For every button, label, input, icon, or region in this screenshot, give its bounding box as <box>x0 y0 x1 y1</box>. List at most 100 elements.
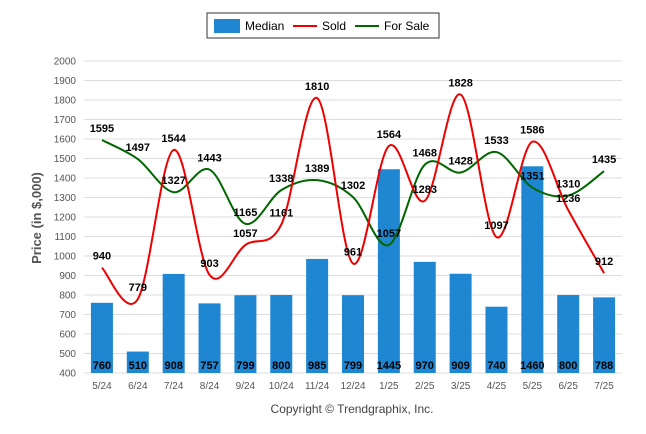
for-sale-data-label: 1310 <box>556 179 580 191</box>
x-tick-label: 5/24 <box>92 381 112 392</box>
median-bar-label: 985 <box>308 360 326 372</box>
for-sale-data-label: 1389 <box>305 163 329 175</box>
for-sale-data-label: 1595 <box>90 123 114 135</box>
y-tick-label: 900 <box>59 271 76 282</box>
x-tick-label: 12/24 <box>340 381 365 392</box>
median-bar <box>162 273 185 373</box>
sold-line <box>101 93 605 305</box>
sold-data-label: 1057 <box>233 228 257 240</box>
x-tick-label: 7/24 <box>164 381 184 392</box>
y-tick-label: 1900 <box>54 76 77 87</box>
x-tick-label: 9/24 <box>236 381 256 392</box>
median-bar-label: 908 <box>164 360 182 372</box>
sold-data-label: 940 <box>93 251 111 263</box>
y-tick-label: 2000 <box>54 57 77 68</box>
y-axis-ticks: 400 500 600 700 800 900 1000 1100 1200 1300 1400 15… <box>54 57 77 380</box>
x-tick-label: 1/25 <box>379 381 399 392</box>
legend-median-swatch <box>214 19 240 33</box>
median-bar-label: 760 <box>93 360 111 372</box>
median-bar <box>234 295 257 373</box>
y-tick-label: 1300 <box>54 193 77 204</box>
median-bar-label: 757 <box>200 360 218 372</box>
median-bar-label: 800 <box>272 360 290 372</box>
for-sale-data-label: 1302 <box>341 180 365 192</box>
median-bar <box>557 295 580 373</box>
for-sale-data-label: 1468 <box>412 148 436 160</box>
x-tick-label: 7/25 <box>594 381 614 392</box>
for-sale-data-label: 1351 <box>520 171 544 183</box>
y-tick-label: 600 <box>59 330 76 341</box>
sold-data-label: 1097 <box>484 220 508 232</box>
for-sale-data-label: 1057 <box>377 228 401 240</box>
sold-data-label: 1564 <box>377 129 402 141</box>
x-tick-label: 3/25 <box>451 381 471 392</box>
median-bar-label: 788 <box>595 360 613 372</box>
median-bars: 760 510 908 757 799 800 985 799 1445 970 909 740 146… <box>90 166 616 373</box>
sold-data-label: 961 <box>344 247 362 259</box>
median-bar-label: 909 <box>451 360 469 372</box>
x-tick-label: 4/25 <box>487 381 507 392</box>
for-sale-data-label: 1497 <box>126 142 150 154</box>
y-tick-label: 800 <box>59 291 76 302</box>
median-bar <box>342 295 364 373</box>
sold-data-label: 1810 <box>305 81 329 93</box>
y-tick-label: 1000 <box>54 252 77 263</box>
y-tick-label: 1500 <box>54 154 77 165</box>
for-sale-data-label: 1338 <box>269 173 293 185</box>
median-bar <box>126 351 149 373</box>
median-bar-label: 970 <box>416 360 434 372</box>
median-bar <box>306 258 329 373</box>
median-bar <box>593 297 616 373</box>
x-tick-label: 11/24 <box>305 381 330 392</box>
median-bar <box>377 169 400 373</box>
median-bar-label: 799 <box>236 360 254 372</box>
x-tick-label: 8/24 <box>200 381 220 392</box>
for-sale-data-label: 1533 <box>484 135 508 147</box>
for-sale-data-label: 1327 <box>161 175 185 187</box>
x-axis-ticks: 5/24 6/24 7/24 8/24 9/24 10/24 11/24 12/24 1/25 2… <box>92 381 614 392</box>
series-lines <box>101 93 605 305</box>
for-sale-data-label: 1165 <box>233 207 257 219</box>
for-sale-data-label: 1435 <box>592 154 616 166</box>
median-bar-label: 799 <box>344 360 362 372</box>
median-bar <box>90 302 113 373</box>
legend-box <box>206 12 440 39</box>
x-tick-label: 6/24 <box>128 381 148 392</box>
sold-data-label: 903 <box>200 258 218 270</box>
y-tick-label: 1600 <box>54 135 77 146</box>
median-bar <box>485 306 508 373</box>
median-bar <box>198 303 221 373</box>
y-tick-label: 1100 <box>54 232 76 243</box>
median-bar-label: 510 <box>129 360 147 372</box>
x-tick-label: 2/25 <box>415 381 435 392</box>
line-data-labels: 940 779 1544 903 1057 1161 1810 961 1564 1283 1828… <box>90 78 617 295</box>
y-tick-label: 700 <box>59 310 76 321</box>
legend-forsale-label: For Sale <box>384 19 430 33</box>
y-tick-label: 1200 <box>54 213 77 224</box>
copyright: Copyright © Trendgraphix, Inc. <box>271 402 434 416</box>
sold-data-label: 1586 <box>520 125 544 137</box>
sold-data-label: 1283 <box>412 184 436 196</box>
sold-data-label: 1828 <box>448 78 472 90</box>
median-bar <box>413 261 436 373</box>
y-tick-label: 1800 <box>54 96 77 107</box>
median-bar <box>449 273 472 373</box>
legend-sold-label: Sold <box>322 19 346 33</box>
sold-data-label: 1544 <box>161 133 186 145</box>
legend: Median Sold For Sale <box>206 12 440 39</box>
median-bar <box>270 295 293 373</box>
for-sale-data-label: 1443 <box>197 153 221 165</box>
x-tick-label: 6/25 <box>558 381 578 392</box>
y-tick-label: 400 <box>59 369 76 380</box>
y-tick-label: 500 <box>59 349 76 360</box>
x-tick-label: 10/24 <box>269 381 294 392</box>
y-tick-label: 1400 <box>54 174 77 185</box>
sold-data-label: 912 <box>595 256 613 268</box>
y-axis-label: Price (in $,000) <box>29 172 44 264</box>
median-bar-label: 1445 <box>377 360 401 372</box>
median-bar <box>521 166 544 373</box>
sold-data-label: 779 <box>129 282 147 294</box>
sold-data-label: 1161 <box>269 208 293 220</box>
legend-median-label: Median <box>245 19 284 33</box>
